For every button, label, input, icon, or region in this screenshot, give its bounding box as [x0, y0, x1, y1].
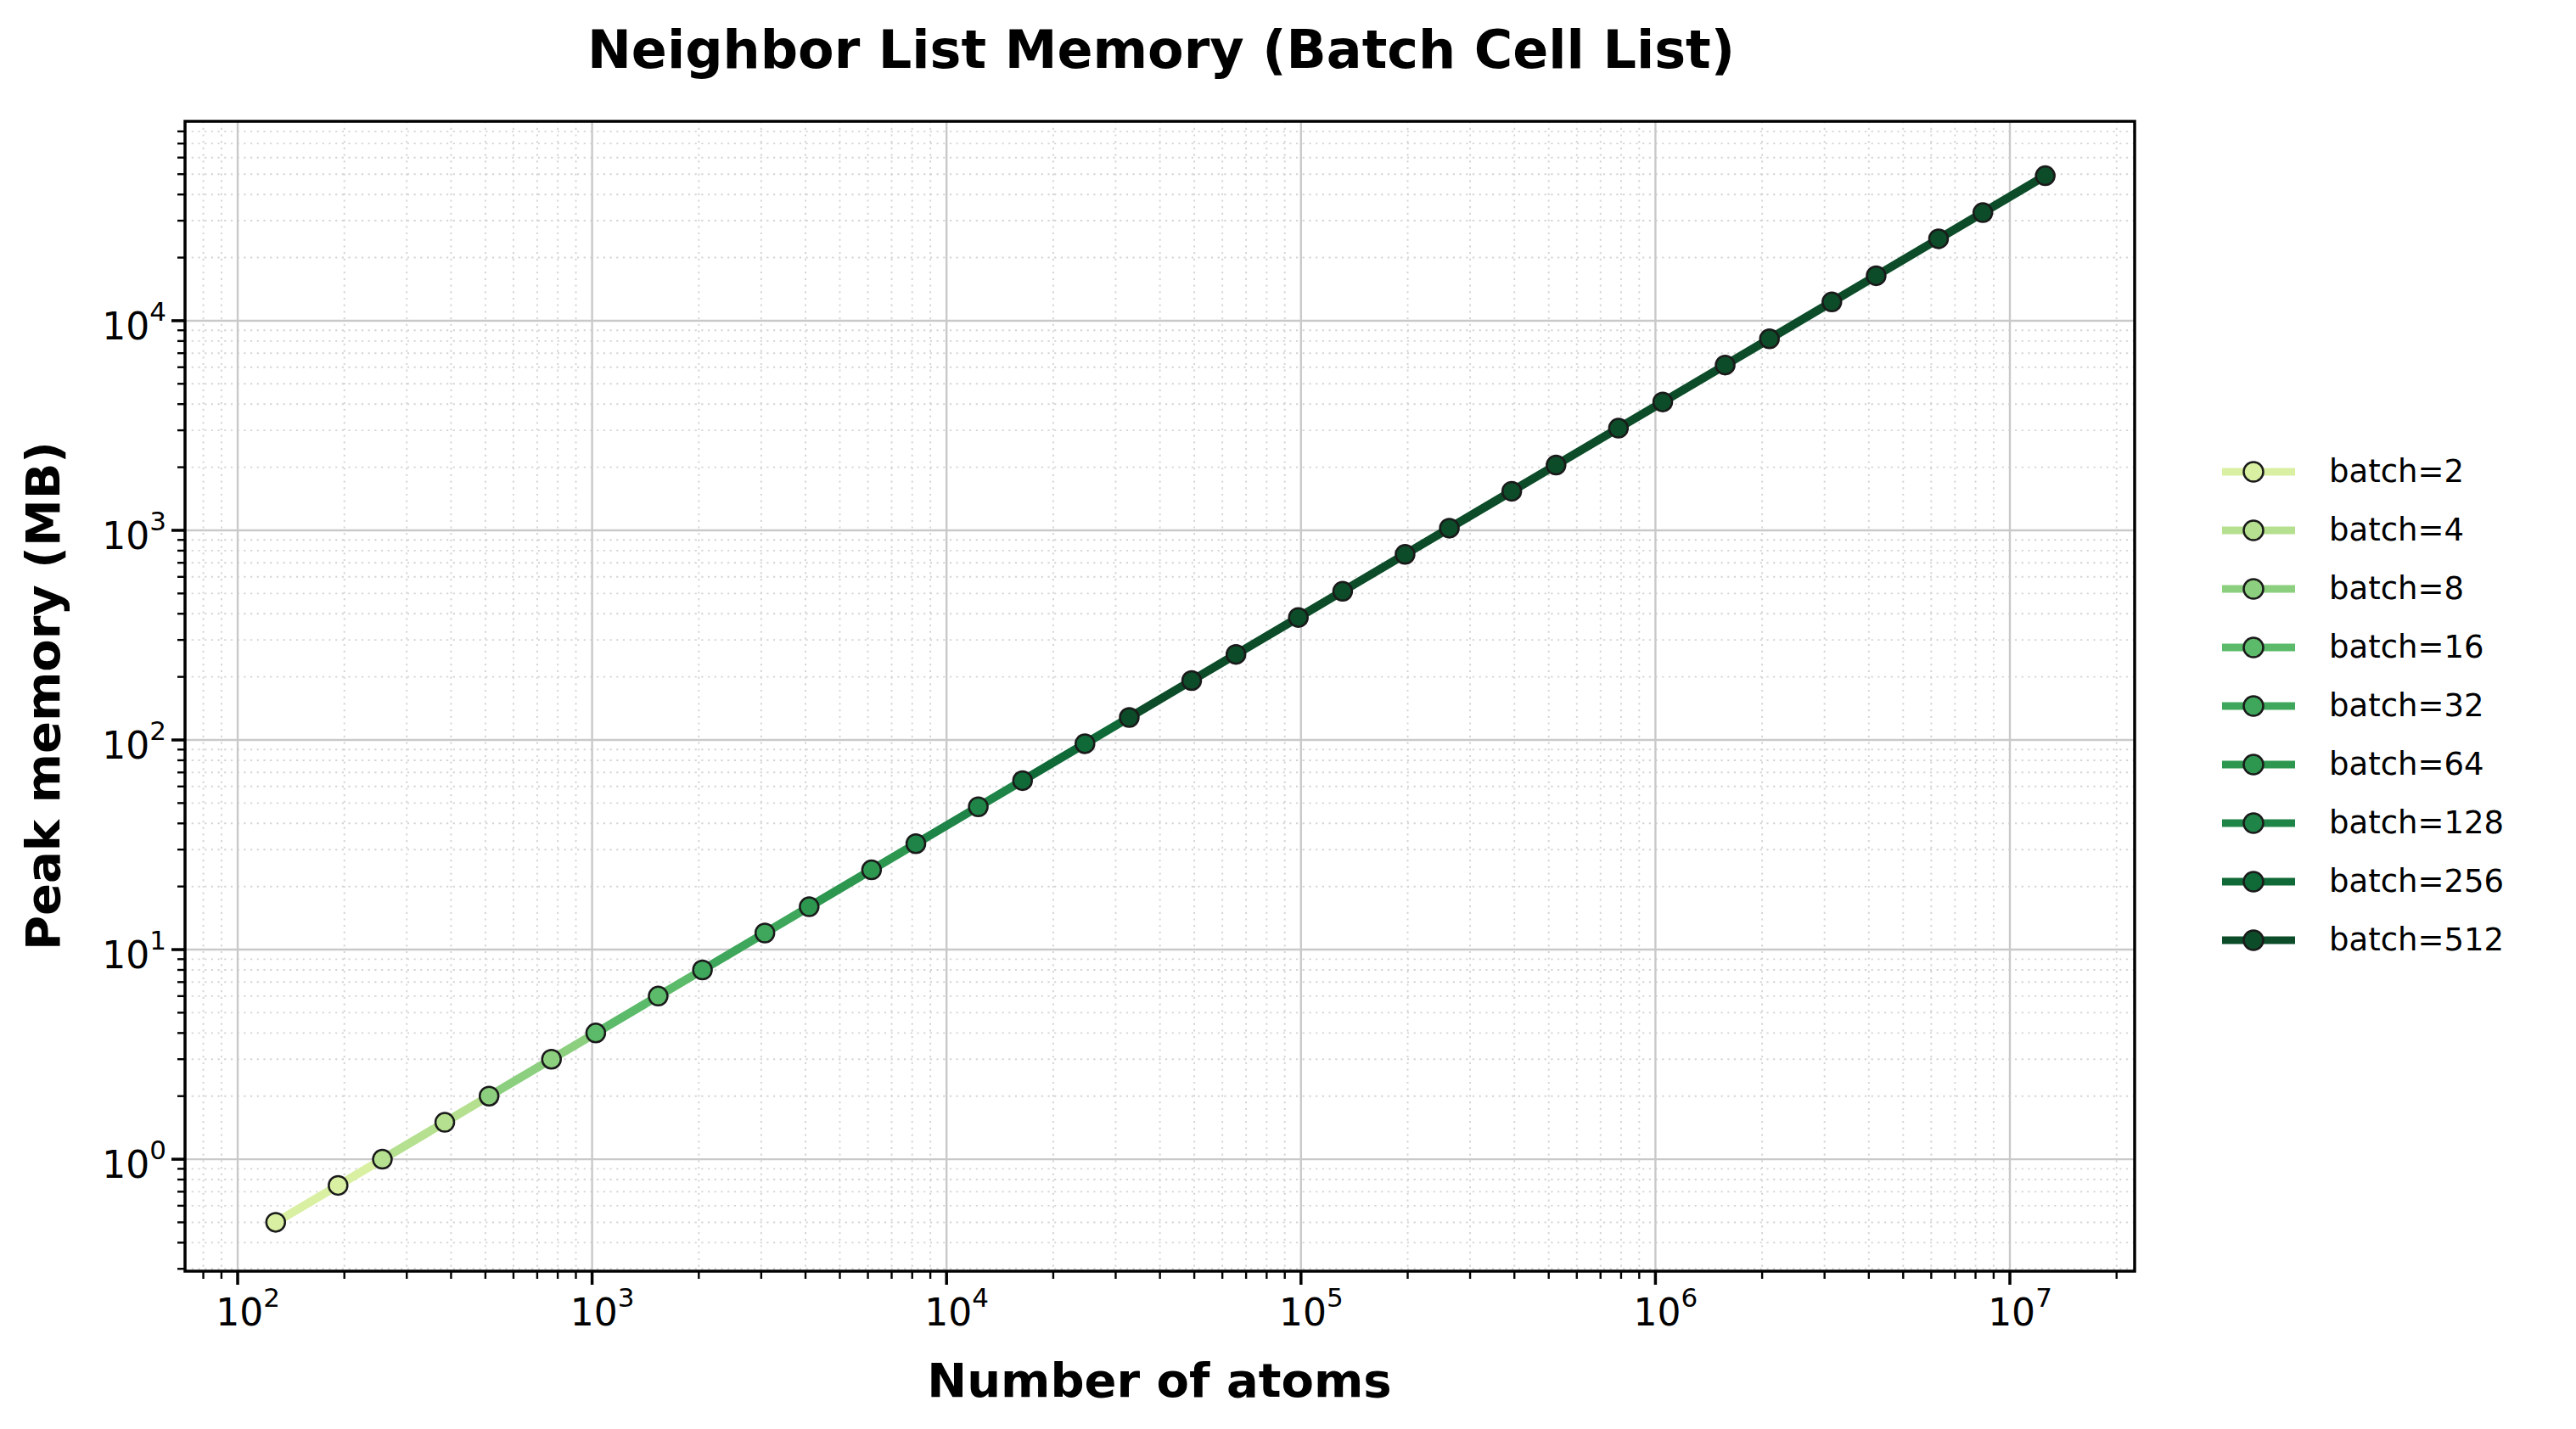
data-point-marker — [1609, 419, 1628, 438]
legend-marker-icon — [2244, 871, 2264, 891]
data-point-marker — [1866, 266, 1885, 285]
data-point-marker — [1546, 456, 1565, 474]
legend-swatch — [2220, 689, 2314, 723]
legend-item-256: batch=256 — [2220, 852, 2504, 911]
legend-swatch — [2220, 572, 2314, 606]
legend-item-128: batch=128 — [2220, 793, 2504, 852]
legend-item-512: batch=512 — [2220, 911, 2504, 969]
data-point-marker — [1760, 329, 1779, 348]
legend-label: batch=2 — [2329, 453, 2464, 490]
data-point-marker — [800, 898, 818, 916]
legend-label: batch=8 — [2329, 570, 2464, 607]
legend: batch=2 batch=4 batch=8 batch=16 batch=32 bat… — [2220, 442, 2504, 969]
data-point-marker — [1333, 582, 1352, 601]
x-tick-label: 107 — [1988, 1282, 2052, 1334]
legend-label: batch=512 — [2329, 922, 2504, 958]
data-point-marker — [862, 860, 881, 879]
data-point-marker — [542, 1050, 561, 1068]
x-tick-label: 106 — [1634, 1282, 1698, 1334]
data-line-segment — [489, 1059, 552, 1096]
data-point-marker — [480, 1087, 498, 1106]
legend-swatch — [2220, 455, 2314, 489]
legend-swatch — [2220, 748, 2314, 782]
data-point-marker — [328, 1176, 347, 1195]
data-point-marker — [586, 1023, 605, 1042]
legend-item-64: batch=64 — [2220, 735, 2504, 793]
legend-marker-icon — [2244, 637, 2264, 657]
data-point-marker — [693, 961, 712, 979]
data-line-segment — [1556, 429, 1619, 466]
data-line-segment — [703, 933, 766, 970]
data-point-marker — [1822, 293, 1841, 311]
legend-label: batch=4 — [2329, 512, 2464, 548]
legend-marker-icon — [2244, 696, 2264, 715]
data-point-marker — [969, 798, 988, 816]
data-point-marker — [1395, 545, 1414, 563]
data-point-marker — [1440, 518, 1459, 537]
legend-swatch — [2220, 865, 2314, 899]
legend-label: batch=256 — [2329, 863, 2504, 899]
x-tick-label: 104 — [924, 1282, 989, 1334]
data-point-marker — [1120, 709, 1138, 727]
legend-item-16: batch=16 — [2220, 618, 2504, 676]
legend-swatch — [2220, 806, 2314, 840]
legend-item-4: batch=4 — [2220, 501, 2504, 559]
data-point-marker — [435, 1113, 454, 1132]
legend-label: batch=128 — [2329, 804, 2504, 841]
legend-marker-icon — [2244, 579, 2264, 598]
data-point-marker — [1502, 482, 1521, 501]
data-point-marker — [1929, 229, 1948, 248]
y-tick-label: 104 — [102, 296, 166, 348]
x-tick-label: 103 — [570, 1282, 635, 1334]
legend-item-2: batch=2 — [2220, 442, 2504, 501]
data-point-marker — [267, 1213, 285, 1231]
plot-canvas: 102 103 104 105 106 107 100 101 102 103 104 — [0, 0, 2576, 1429]
data-point-marker — [1226, 645, 1245, 664]
data-line-segment — [1129, 681, 1192, 718]
figure: 102 103 104 105 106 107 100 101 102 103 104 Neighb… — [0, 0, 2576, 1429]
legend-item-32: batch=32 — [2220, 676, 2504, 735]
data-line-segment — [596, 996, 659, 1034]
data-line-segment — [1236, 618, 1299, 655]
legend-marker-icon — [2244, 813, 2264, 832]
legend-label: batch=16 — [2329, 629, 2484, 665]
data-point-marker — [2036, 166, 2055, 185]
y-tick-label: 101 — [102, 925, 166, 977]
data-line-segment — [1450, 491, 1512, 529]
x-tick-label: 102 — [216, 1282, 280, 1334]
legend-item-8: batch=8 — [2220, 559, 2504, 618]
data-point-marker — [373, 1150, 391, 1168]
legend-swatch — [2220, 630, 2314, 664]
legend-swatch — [2220, 923, 2314, 957]
data-point-marker — [1716, 356, 1735, 374]
y-tick-label: 100 — [102, 1135, 166, 1186]
legend-label: batch=32 — [2329, 687, 2484, 724]
data-line-segment — [382, 1123, 445, 1160]
x-tick-label: 105 — [1279, 1282, 1344, 1334]
data-point-marker — [648, 987, 667, 1006]
legend-marker-icon — [2244, 930, 2264, 950]
legend-marker-icon — [2244, 520, 2264, 540]
data-point-marker — [1289, 608, 1308, 627]
x-axis-label: Number of atoms — [927, 1353, 1391, 1408]
y-axis-label: Peak memory (MB) — [15, 441, 70, 950]
legend-marker-icon — [2244, 462, 2264, 481]
data-point-marker — [1973, 204, 1992, 222]
data-point-marker — [1653, 393, 1672, 412]
legend-marker-icon — [2244, 754, 2264, 774]
data-point-marker — [1075, 734, 1094, 753]
y-tick-label: 103 — [102, 506, 166, 558]
data-line-segment — [276, 1185, 339, 1223]
data-point-marker — [906, 834, 925, 853]
data-point-marker — [1182, 671, 1201, 690]
data-line-segment — [1343, 554, 1406, 591]
data-point-marker — [755, 923, 774, 942]
y-tick-label: 102 — [102, 715, 166, 767]
data-point-marker — [1013, 771, 1032, 790]
legend-label: batch=64 — [2329, 746, 2484, 782]
legend-swatch — [2220, 513, 2314, 547]
chart-title: Neighbor List Memory (Batch Cell List) — [587, 19, 1735, 81]
data-line-segment — [809, 870, 872, 907]
